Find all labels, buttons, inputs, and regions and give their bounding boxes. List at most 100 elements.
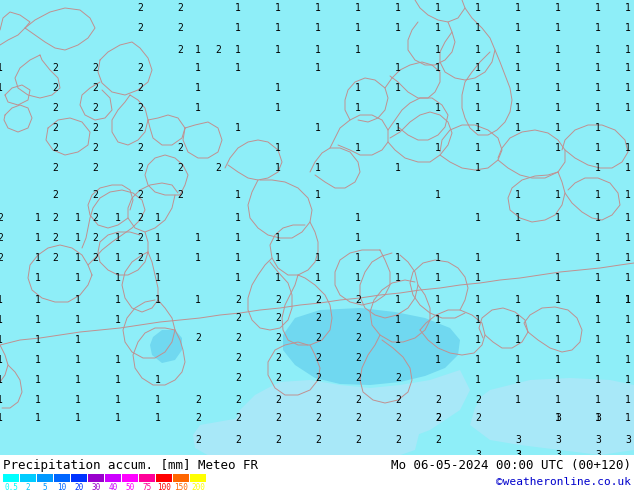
Text: 1: 1	[435, 295, 441, 305]
Text: 1: 1	[195, 83, 201, 93]
Text: 1: 1	[0, 355, 3, 365]
Text: 1: 1	[555, 395, 561, 405]
Text: 2: 2	[92, 143, 98, 153]
Text: 1: 1	[195, 253, 201, 263]
Text: 1: 1	[115, 295, 121, 305]
Text: 1: 1	[275, 163, 281, 173]
Text: 1: 1	[35, 335, 41, 345]
Text: 1: 1	[275, 233, 281, 243]
Text: 1: 1	[625, 143, 631, 153]
Text: 1: 1	[395, 253, 401, 263]
Text: 1: 1	[625, 83, 631, 93]
Text: 2: 2	[315, 353, 321, 363]
Text: 2: 2	[52, 143, 58, 153]
Text: 1: 1	[35, 233, 41, 243]
Text: 1: 1	[595, 63, 601, 73]
Text: 2: 2	[137, 143, 143, 153]
Text: 1: 1	[595, 335, 601, 345]
Text: 1: 1	[475, 375, 481, 385]
Text: 1: 1	[395, 295, 401, 305]
Text: 1: 1	[75, 315, 81, 325]
Text: 2: 2	[137, 23, 143, 33]
Text: 1: 1	[625, 23, 631, 33]
Text: 1: 1	[625, 233, 631, 243]
Bar	[3, 474, 19, 482]
Text: 1: 1	[595, 295, 601, 305]
Text: 0.5: 0.5	[4, 483, 18, 490]
Text: 1: 1	[555, 355, 561, 365]
Text: 1: 1	[395, 273, 401, 283]
Text: 1: 1	[275, 23, 281, 33]
Text: 2: 2	[355, 435, 361, 445]
Text: 1: 1	[315, 63, 321, 73]
Text: 2: 2	[177, 163, 183, 173]
Text: 1: 1	[0, 83, 3, 93]
Text: 1: 1	[475, 3, 481, 13]
Text: 1: 1	[275, 103, 281, 113]
Text: 1: 1	[35, 253, 41, 263]
Text: 2: 2	[355, 333, 361, 343]
Text: 1: 1	[195, 63, 201, 73]
Text: 1: 1	[475, 335, 481, 345]
Text: 1: 1	[355, 3, 361, 13]
Text: 1: 1	[355, 23, 361, 33]
Text: 1: 1	[75, 413, 81, 423]
Text: 3: 3	[595, 413, 601, 423]
Text: 1: 1	[315, 273, 321, 283]
Text: 1: 1	[515, 355, 521, 365]
Text: 1: 1	[595, 3, 601, 13]
Text: 1: 1	[395, 63, 401, 73]
Text: 1: 1	[475, 103, 481, 113]
Text: 1: 1	[195, 295, 201, 305]
Text: 2: 2	[52, 190, 58, 200]
Text: 1: 1	[435, 63, 441, 73]
Text: 2: 2	[315, 313, 321, 323]
Text: 1: 1	[35, 395, 41, 405]
Text: 1: 1	[625, 163, 631, 173]
Text: 1: 1	[625, 3, 631, 13]
Polygon shape	[150, 330, 182, 363]
Text: 1: 1	[595, 355, 601, 365]
Text: 1: 1	[475, 163, 481, 173]
Text: 2: 2	[355, 313, 361, 323]
Text: 2: 2	[315, 435, 321, 445]
Text: 2: 2	[52, 63, 58, 73]
Text: 2: 2	[355, 295, 361, 305]
Text: 2: 2	[195, 395, 201, 405]
Text: 1: 1	[625, 295, 631, 305]
Text: 1: 1	[235, 123, 241, 133]
Text: 1: 1	[515, 335, 521, 345]
Text: 2: 2	[177, 190, 183, 200]
Text: 2: 2	[195, 435, 201, 445]
Text: 3: 3	[515, 435, 521, 445]
Text: 1: 1	[0, 335, 3, 345]
Text: 2: 2	[315, 373, 321, 383]
Text: 2: 2	[315, 413, 321, 423]
Text: 2: 2	[137, 63, 143, 73]
Text: 2: 2	[395, 435, 401, 445]
Text: 2: 2	[355, 413, 361, 423]
Text: 2: 2	[475, 395, 481, 405]
Text: 1: 1	[595, 253, 601, 263]
Text: 1: 1	[595, 273, 601, 283]
Text: 1: 1	[555, 23, 561, 33]
Text: 1: 1	[555, 123, 561, 133]
Text: 1: 1	[0, 395, 3, 405]
Text: 1: 1	[515, 83, 521, 93]
Text: 1: 1	[35, 295, 41, 305]
Text: 1: 1	[75, 395, 81, 405]
Text: 1: 1	[35, 315, 41, 325]
Text: 2: 2	[137, 190, 143, 200]
Text: 1: 1	[155, 375, 161, 385]
Text: 1: 1	[515, 3, 521, 13]
Text: 1: 1	[235, 253, 241, 263]
Text: 1: 1	[315, 123, 321, 133]
Text: 1: 1	[475, 355, 481, 365]
Text: 1: 1	[75, 273, 81, 283]
Text: 2: 2	[137, 3, 143, 13]
Text: 1: 1	[625, 315, 631, 325]
Text: 1: 1	[625, 213, 631, 223]
Text: 1: 1	[625, 103, 631, 113]
Text: 1: 1	[515, 103, 521, 113]
Text: 1: 1	[0, 375, 3, 385]
